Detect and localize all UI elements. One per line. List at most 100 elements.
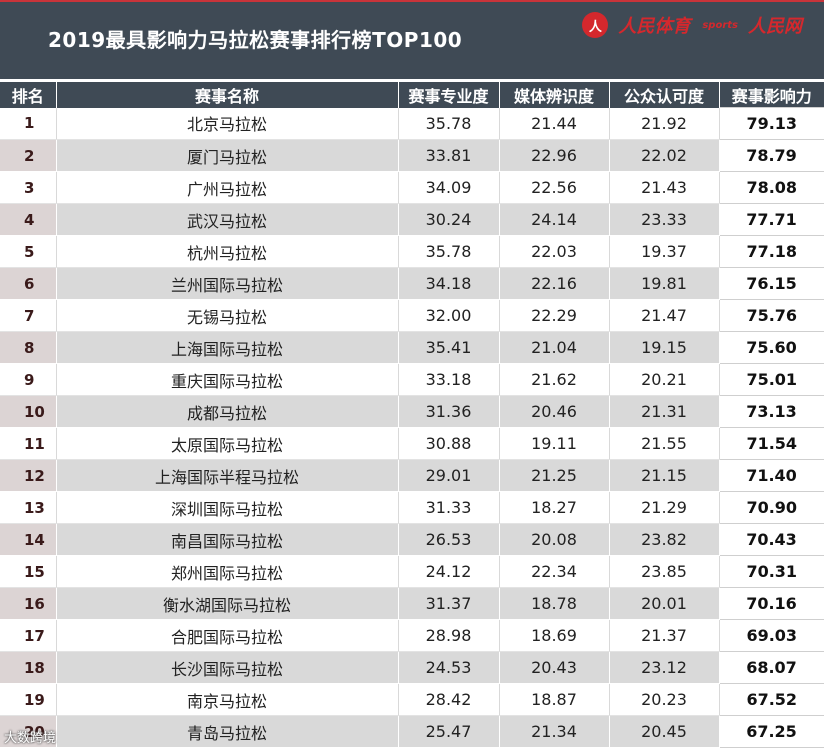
rank-cell: 14: [0, 523, 57, 556]
event-name-cell: 北京马拉松: [56, 107, 399, 140]
event-name-cell: 郑州国际马拉松: [56, 555, 399, 588]
media-recognition-cell: 22.16: [499, 267, 610, 300]
media-recognition-cell: 20.08: [499, 523, 610, 556]
event-name-cell: 成都马拉松: [56, 395, 399, 428]
professionalism-cell: 35.78: [398, 107, 500, 140]
media-recognition-cell: 21.44: [499, 107, 610, 140]
media-recognition-cell: 21.04: [499, 331, 610, 364]
public-recognition-cell: 21.47: [609, 299, 720, 332]
event-name-cell: 太原国际马拉松: [56, 427, 399, 460]
rank-cell: 16: [0, 587, 57, 620]
table-row: 6 兰州国际马拉松 34.18 22.16 19.81 76.15: [0, 267, 824, 300]
media-recognition-cell: 21.34: [499, 715, 610, 748]
table-body: 1 北京马拉松 35.78 21.44 21.92 79.13 2 厦门马拉松 33.81 22.…: [0, 107, 824, 748]
influence-score-cell: 77.71: [718, 203, 824, 236]
media-recognition-cell: 20.43: [499, 651, 610, 684]
professionalism-cell: 28.98: [398, 619, 500, 652]
rank-cell: 2: [0, 139, 57, 172]
professionalism-cell: 28.42: [398, 683, 500, 716]
event-name-cell: 厦门马拉松: [56, 139, 399, 172]
rank-cell: 13: [0, 491, 57, 524]
header-media-recognition: 媒体辨识度: [499, 82, 610, 108]
professionalism-cell: 30.88: [398, 427, 500, 460]
media-recognition-cell: 18.27: [499, 491, 610, 524]
public-recognition-cell: 23.82: [609, 523, 720, 556]
media-recognition-cell: 22.03: [499, 235, 610, 268]
professionalism-cell: 25.47: [398, 715, 500, 748]
influence-score-cell: 78.79: [718, 139, 824, 172]
rank-cell: 20: [0, 715, 57, 748]
professionalism-cell: 29.01: [398, 459, 500, 492]
influence-score-cell: 77.18: [718, 235, 824, 268]
rank-cell: 11: [0, 427, 57, 460]
header-rank: 排名: [0, 82, 57, 108]
public-recognition-cell: 20.45: [609, 715, 720, 748]
rank-cell: 1: [0, 107, 57, 140]
influence-score-cell: 75.60: [718, 331, 824, 364]
event-name-cell: 上海国际马拉松: [56, 331, 399, 364]
influence-score-cell: 75.76: [718, 299, 824, 332]
influence-score-cell: 70.90: [718, 491, 824, 524]
rank-cell: 9: [0, 363, 57, 396]
influence-score-cell: 71.54: [718, 427, 824, 460]
professionalism-cell: 31.36: [398, 395, 500, 428]
ranking-table: 排名 赛事名称 赛事专业度 媒体辨识度 公众认可度 赛事影响力 1 北京马拉松 35…: [0, 82, 824, 748]
table-row: 8 上海国际马拉松 35.41 21.04 19.15 75.60: [0, 331, 824, 364]
media-recognition-cell: 21.62: [499, 363, 610, 396]
professionalism-cell: 30.24: [398, 203, 500, 236]
table-row: 7 无锡马拉松 32.00 22.29 21.47 75.76: [0, 299, 824, 332]
table-row: 16 衡水湖国际马拉松 31.37 18.78 20.01 70.16: [0, 587, 824, 620]
media-recognition-cell: 22.96: [499, 139, 610, 172]
logo-group: 人 人民体育 sports 人民网: [582, 10, 802, 40]
media-recognition-cell: 20.46: [499, 395, 610, 428]
header-influence: 赛事影响力: [719, 82, 824, 108]
media-recognition-cell: 22.29: [499, 299, 610, 332]
media-recognition-cell: 18.69: [499, 619, 610, 652]
table-row: 4 武汉马拉松 30.24 24.14 23.33 77.71: [0, 203, 824, 236]
influence-score-cell: 68.07: [718, 651, 824, 684]
people-net-logo: 人民网: [748, 16, 802, 37]
public-recognition-cell: 21.31: [609, 395, 720, 428]
professionalism-cell: 31.33: [398, 491, 500, 524]
public-recognition-cell: 19.15: [609, 331, 720, 364]
table-row: 9 重庆国际马拉松 33.18 21.62 20.21 75.01: [0, 363, 824, 396]
table-row: 15 郑州国际马拉松 24.12 22.34 23.85 70.31: [0, 555, 824, 588]
influence-score-cell: 70.31: [718, 555, 824, 588]
public-recognition-cell: 23.33: [609, 203, 720, 236]
table-row: 10 成都马拉松 31.36 20.46 21.31 73.13: [0, 395, 824, 428]
public-recognition-cell: 20.23: [609, 683, 720, 716]
public-recognition-cell: 21.37: [609, 619, 720, 652]
event-name-cell: 青岛马拉松: [56, 715, 399, 748]
event-name-cell: 衡水湖国际马拉松: [56, 587, 399, 620]
influence-score-cell: 78.08: [718, 171, 824, 204]
public-recognition-cell: 19.81: [609, 267, 720, 300]
influence-score-cell: 70.16: [718, 587, 824, 620]
watermark: 大数跨境: [4, 731, 57, 746]
rank-cell: 12: [0, 459, 57, 492]
public-recognition-cell: 23.85: [609, 555, 720, 588]
influence-score-cell: 69.03: [718, 619, 824, 652]
public-recognition-cell: 23.12: [609, 651, 720, 684]
event-name-cell: 杭州马拉松: [56, 235, 399, 268]
table-row: 14 南昌国际马拉松 26.53 20.08 23.82 70.43: [0, 523, 824, 556]
people-logo-icon: 人: [582, 12, 609, 38]
public-recognition-cell: 21.15: [609, 459, 720, 492]
header-professionalism: 赛事专业度: [398, 82, 500, 108]
rank-cell: 6: [0, 267, 57, 300]
public-recognition-cell: 19.37: [609, 235, 720, 268]
professionalism-cell: 26.53: [398, 523, 500, 556]
influence-score-cell: 76.15: [718, 267, 824, 300]
event-name-cell: 上海国际半程马拉松: [56, 459, 399, 492]
media-recognition-cell: 21.25: [499, 459, 610, 492]
influence-score-cell: 73.13: [718, 395, 824, 428]
event-name-cell: 武汉马拉松: [56, 203, 399, 236]
public-recognition-cell: 20.21: [609, 363, 720, 396]
professionalism-cell: 35.78: [398, 235, 500, 268]
public-recognition-cell: 21.92: [609, 107, 720, 140]
professionalism-cell: 33.18: [398, 363, 500, 396]
rank-cell: 8: [0, 331, 57, 364]
event-name-cell: 南京马拉松: [56, 683, 399, 716]
rank-cell: 15: [0, 555, 57, 588]
event-name-cell: 兰州国际马拉松: [56, 267, 399, 300]
